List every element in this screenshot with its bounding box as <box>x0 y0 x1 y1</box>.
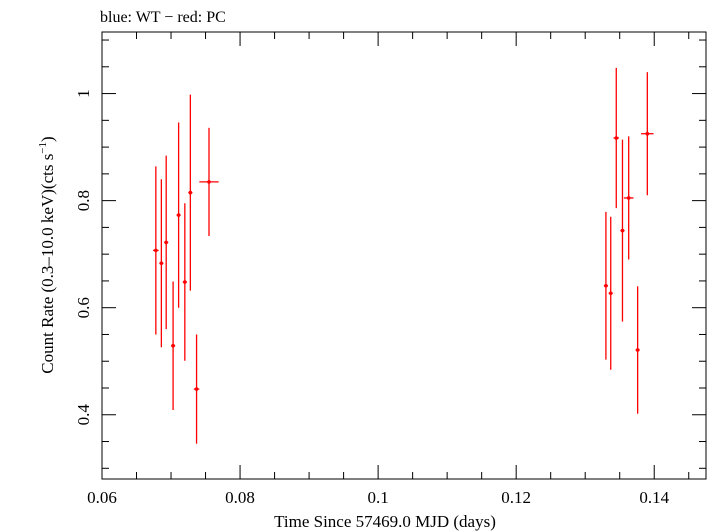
x-axis-label: Time Since 57469.0 MJD (days) <box>274 512 496 531</box>
chart-title: blue: WT − red: PC <box>100 9 226 26</box>
x-tick-label: 0.1 <box>367 488 388 507</box>
data-marker <box>171 343 175 348</box>
data-point <box>193 334 200 444</box>
data-point <box>176 122 181 308</box>
data-marker <box>154 248 158 253</box>
data-point <box>171 281 176 410</box>
data-marker <box>207 180 211 184</box>
data-marker <box>614 136 619 140</box>
data-point <box>620 139 625 322</box>
y-tick-label: 1 <box>74 89 93 98</box>
data-point <box>635 286 640 414</box>
data-point <box>164 155 169 330</box>
data-marker <box>194 387 199 391</box>
data-marker <box>159 261 164 266</box>
data-point <box>608 216 613 370</box>
data-point <box>199 127 219 236</box>
data-marker <box>188 190 193 195</box>
data-marker <box>604 283 608 288</box>
y-axis-label-main: Count Rate (0.3–10.0 keV)(cts s <box>38 154 57 374</box>
y-tick-label: 0.4 <box>74 404 93 426</box>
data-marker <box>620 228 625 233</box>
y-tick-label: 0.8 <box>74 190 93 211</box>
data-marker <box>626 196 631 200</box>
x-tick-label: 0.06 <box>87 488 117 507</box>
data-point <box>603 211 608 360</box>
data-point <box>153 166 159 335</box>
data-point <box>159 179 164 348</box>
y-tick-label: 0.6 <box>74 297 93 318</box>
y-axis-label-end: ) <box>38 136 57 142</box>
plot-frame <box>101 31 707 480</box>
data-points <box>153 67 654 444</box>
x-axis: 0.06 0.08 0.1 0.12 0.14 <box>87 32 690 507</box>
x-tick-label: 0.14 <box>639 488 669 507</box>
data-point <box>182 203 187 361</box>
data-marker <box>176 213 181 217</box>
x-tick-label: 0.08 <box>225 488 255 507</box>
data-point <box>188 94 193 291</box>
data-point <box>641 72 654 196</box>
y-axis: 0.4 0.6 0.8 1 <box>74 39 706 469</box>
data-marker <box>183 280 187 284</box>
data-marker <box>645 131 650 136</box>
x-tick-label: 0.12 <box>501 488 531 507</box>
data-marker <box>164 240 168 245</box>
data-marker <box>608 291 613 296</box>
data-marker <box>635 348 640 352</box>
y-axis-label: Count Rate (0.3–10.0 keV)(cts s−1) <box>37 136 57 373</box>
y-axis-label-superscript: −1 <box>37 142 49 154</box>
data-point <box>613 67 620 209</box>
data-point <box>623 136 634 260</box>
